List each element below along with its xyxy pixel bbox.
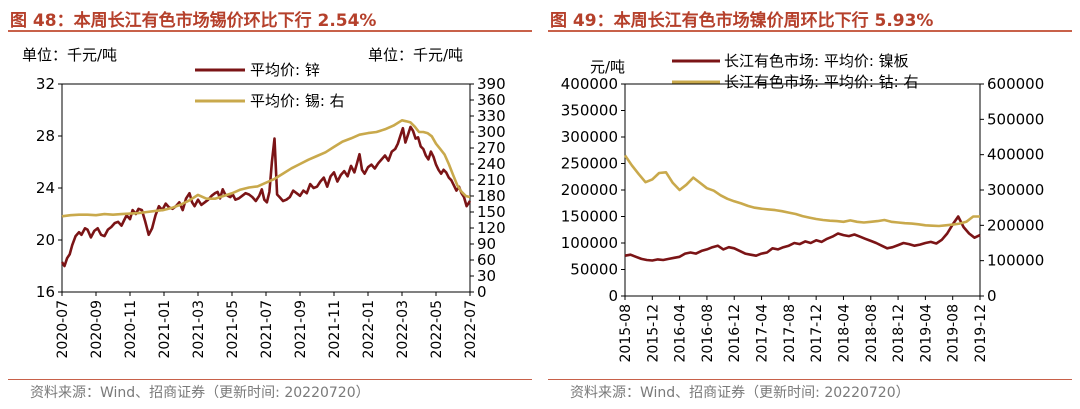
right-tick-label: 240 [477,155,506,173]
x-tick-label: 2017-04 [755,304,771,363]
right-tick-label: 150 [477,203,506,221]
right-tick-label: 120 [477,219,506,237]
chart-title: 图 48：本周长江有色市场锡价环比下行 2.54% [10,11,377,31]
left-tick-label: 250000 [561,155,618,173]
x-tick-label: 2018-04 [836,304,852,363]
legend-label: 平均价: 锌 [250,61,320,79]
chart-panel-tin-zinc: 图 48：本周长江有色市场锡价环比下行 2.54% 单位：千元/吨 单位：千元/… [8,11,532,401]
legend-label: 平均价: 锡: 右 [250,92,345,110]
right-tick-label: 180 [477,187,506,205]
x-tick-label: 2021-03 [191,300,207,359]
x-tick-label: 2021-01 [157,300,173,359]
right-tick-label: 100000 [987,252,1044,270]
series-line-secondary [623,154,980,228]
left-tick-label: 16 [36,283,55,301]
chart-title: 图 49：本周长江有色市场镍价周环比下行 5.93% [550,11,934,31]
left-tick-label: 100000 [561,234,618,252]
chart-plot: 0 50000 100000 150000 200000 250000 300000 3500… [561,52,1045,363]
legend-label: 长江有色市场: 平均价: 钴: 右 [724,73,918,91]
right-tick-label: 0 [477,283,487,301]
x-tick-label: 2017-08 [782,304,798,363]
right-tick-label: 60 [477,251,496,269]
x-tick-label: 2015-12 [645,304,661,363]
right-tick-label: 90 [477,235,496,253]
left-tick-label: 32 [36,75,55,93]
right-tick-label: 210 [477,171,506,189]
x-tick-label: 2016-12 [727,304,743,363]
x-tick-label: 2021-05 [225,300,241,359]
right-tick-label: 400000 [987,146,1044,164]
plot-frame [61,83,471,293]
source-note: 资料来源：Wind、招商证券（更新时间: 20220720） [30,385,370,401]
x-tick-label: 2020-11 [123,300,139,359]
left-tick-label: 20 [36,231,55,249]
source-note: 资料来源：Wind、招商证券（更新时间: 20220720） [570,385,910,401]
x-tick-label: 2022-07 [463,300,479,359]
right-tick-label: 30 [477,267,496,285]
x-tick-label: 2017-12 [809,304,825,363]
left-tick-label: 150000 [561,208,618,226]
title-divider [548,30,1072,32]
left-tick-label: 24 [36,179,55,197]
left-axis-unit: 单位：千元/吨 [22,46,118,64]
x-tick-label: 2020-09 [89,300,105,359]
right-tick-label: 360 [477,91,506,109]
x-tick-label: 2019-08 [946,304,962,363]
left-axis-unit: 元/吨 [590,58,626,76]
left-tick-label: 50000 [570,261,618,279]
right-tick-label: 200000 [987,216,1044,234]
right-tick-label: 270 [477,139,506,157]
left-tick-label: 350000 [561,102,618,120]
legend-label: 长江有色市场: 平均价: 镍板 [724,52,909,70]
x-tick-label: 2019-12 [973,304,989,363]
right-tick-label: 300 [477,123,506,141]
right-tick-label: 0 [987,287,997,305]
x-tick-label: 2021-07 [259,300,275,359]
x-tick-label: 2016-04 [673,304,689,363]
x-tick-label: 2016-08 [700,304,716,363]
series-line-primary [624,215,981,262]
right-tick-label: 500000 [987,110,1044,128]
right-tick-label: 600000 [987,75,1044,93]
x-tick-label: 2019-04 [918,304,934,363]
source-divider [548,379,1072,380]
x-tick-label: 2022-01 [361,300,377,359]
right-tick-label: 300000 [987,181,1044,199]
left-tick-label: 400000 [561,75,618,93]
x-tick-label: 2022-05 [429,300,445,359]
chart-panel-nickel-cobalt: 图 49：本周长江有色市场镍价周环比下行 5.93% 元/吨 0 50000 100… [540,0,1080,409]
right-axis-unit: 单位：千元/吨 [368,46,464,64]
chart-plot: 16 20 24 28 32 030609012015018021024027030033… [36,61,506,359]
x-tick-label: 2018-12 [891,304,907,363]
left-tick-label: 300000 [561,128,618,146]
x-tick-label: 2022-03 [395,300,411,359]
left-tick-label: 200000 [561,181,618,199]
x-tick-label: 2021-11 [327,300,343,359]
source-divider [8,379,532,380]
right-tick-label: 390 [477,75,506,93]
left-tick-label: 28 [36,127,55,145]
series-line-secondary [61,119,471,218]
x-tick-label: 2020-07 [55,300,71,359]
left-tick-label: 0 [608,287,618,305]
x-tick-label: 2021-09 [293,300,309,359]
title-divider [8,30,532,32]
right-tick-label: 330 [477,107,506,125]
series-line-primary [60,125,472,268]
x-tick-label: 2018-08 [864,304,880,363]
x-tick-label: 2015-08 [618,304,634,363]
